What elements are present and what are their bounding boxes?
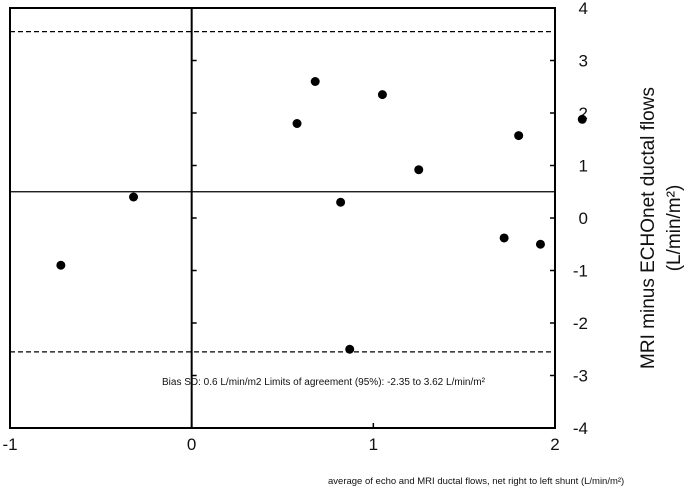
data-point <box>292 119 302 128</box>
data-point <box>514 131 524 141</box>
data-point <box>56 260 66 270</box>
x-axis-label: average of echo and MRI ductal flows, ne… <box>328 476 624 487</box>
data-point <box>336 197 346 207</box>
data-points <box>56 77 587 354</box>
plot-frame <box>9 7 556 429</box>
y-axis-label-line2: (L/min/m²) <box>664 185 685 272</box>
tick-labels: 4 3 2 1 0 -1 -2 -3 -4 -1 0 1 2 <box>2 0 588 454</box>
y-tick-label: -3 <box>573 367 588 386</box>
y-tick-label: -1 <box>573 262 588 281</box>
data-point <box>499 233 509 243</box>
data-point <box>345 344 355 354</box>
reference-lines <box>10 30 555 353</box>
bias-annotation: Bias SD: 0.6 L/min/m2 Limits of agreemen… <box>162 377 486 388</box>
y-tick-label: 4 <box>579 0 588 18</box>
y-tick-label: 1 <box>579 157 588 176</box>
plot-border <box>9 7 556 429</box>
x-tick-label: -1 <box>2 435 17 454</box>
data-point <box>535 239 545 249</box>
data-point <box>414 165 424 175</box>
data-point <box>377 90 387 100</box>
y-tick-label: -4 <box>573 419 588 438</box>
data-point <box>129 192 139 202</box>
x-tick-label: 1 <box>369 435 378 454</box>
y-tick-label: 3 <box>579 52 588 71</box>
x-tick-label: 2 <box>550 435 559 454</box>
data-point <box>577 114 587 124</box>
y-tick-label: 2 <box>579 104 588 123</box>
x-tick-label: 0 <box>187 435 196 454</box>
data-point <box>310 77 320 86</box>
y-tick-label: -2 <box>573 314 588 333</box>
y-axis-label-line1: MRI minus ECHOnet ductal flows <box>638 87 659 369</box>
axes <box>9 7 556 429</box>
y-tick-label: 0 <box>579 209 588 228</box>
